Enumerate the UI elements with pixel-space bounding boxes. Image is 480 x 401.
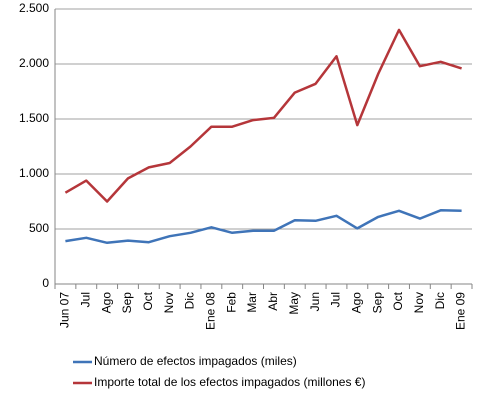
x-tick-label: Nov xyxy=(162,292,176,313)
x-tick-label: Sep xyxy=(120,292,134,314)
x-tick-label: Jun 07 xyxy=(58,292,72,328)
x-tick-label: Abr xyxy=(266,292,280,311)
legend-label: Importe total de los efectos impagados (… xyxy=(94,375,365,389)
x-tick-label: Nov xyxy=(412,292,426,313)
x-tick-label: Jul xyxy=(329,292,343,307)
y-tick-label: 0 xyxy=(42,276,49,290)
y-tick-label: 1.000 xyxy=(19,166,49,180)
y-tick-label: 1.500 xyxy=(19,111,49,125)
x-tick-label: Dic xyxy=(183,292,197,309)
x-tick-label: Ene 08 xyxy=(204,292,218,330)
legend-label: Número de efectos impagados (miles) xyxy=(94,354,297,368)
x-tick-label: Jun xyxy=(308,292,322,311)
x-tick-label: Ago xyxy=(349,292,363,314)
x-tick-label: Feb xyxy=(224,292,238,313)
y-tick-label: 500 xyxy=(29,221,49,235)
series-line xyxy=(64,28,462,203)
series-line xyxy=(65,209,462,245)
x-tick-label: Ago xyxy=(99,292,113,314)
x-tick-label: Ene 09 xyxy=(454,292,468,330)
x-tick-label: Oct xyxy=(391,291,405,310)
y-tick-label: 2.000 xyxy=(19,56,49,70)
x-tick-label: Oct xyxy=(141,291,155,310)
x-tick-label: Sep xyxy=(370,292,384,314)
x-tick-label: Dic xyxy=(433,292,447,309)
y-tick-label: 2.500 xyxy=(19,1,49,15)
x-tick-label: Jul xyxy=(78,292,92,307)
x-tick-label: Mar xyxy=(245,292,259,313)
x-tick-label: May xyxy=(287,292,301,315)
